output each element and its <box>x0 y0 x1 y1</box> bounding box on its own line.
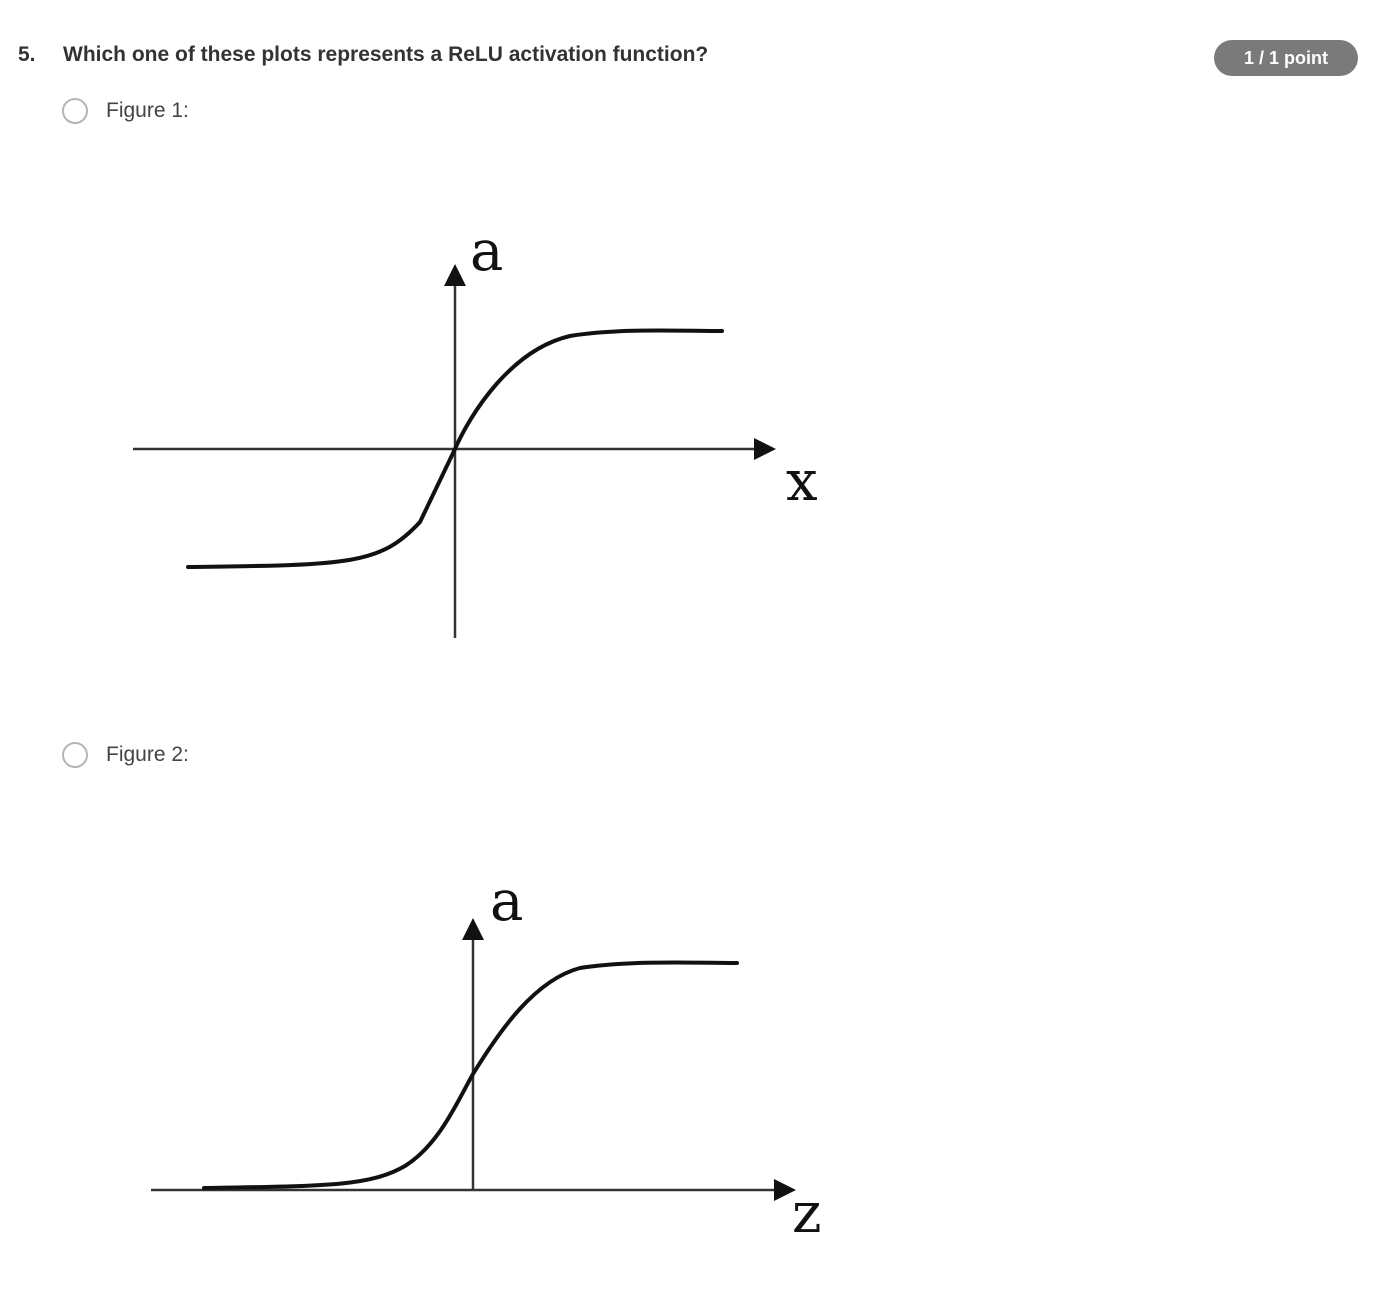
option-figure-2[interactable]: Figure 2: <box>62 739 189 771</box>
figure-2-y-axis-label: a <box>490 869 523 934</box>
option-label-figure-2: Figure 2: <box>106 743 189 766</box>
figure-2-plot: a z <box>140 850 860 1270</box>
figure-2-x-axis-label: z <box>792 1181 822 1246</box>
figure-2-y-axis-arrow-icon <box>462 918 484 940</box>
figure-2-curve <box>202 960 739 1190</box>
figure-1-y-axis-label: a <box>470 219 503 284</box>
figure-1-plot: a x <box>120 210 840 650</box>
figure-1-x-axis-arrow-icon <box>754 438 776 460</box>
figure-1-x-axis-label: x <box>786 449 818 514</box>
option-label-figure-1: Figure 1: <box>106 99 189 122</box>
figure-1-y-axis-arrow-icon <box>444 264 466 286</box>
question-number: 5. <box>18 43 36 66</box>
figure-2-x-axis-arrow-icon <box>774 1179 796 1201</box>
figure-1-curve <box>186 328 724 569</box>
radio-button-figure-2[interactable] <box>62 742 88 768</box>
option-figure-1[interactable]: Figure 1: <box>62 95 189 127</box>
points-badge: 1 / 1 point <box>1214 40 1358 76</box>
radio-button-figure-1[interactable] <box>62 98 88 124</box>
question-text: Which one of these plots represents a Re… <box>63 43 709 66</box>
